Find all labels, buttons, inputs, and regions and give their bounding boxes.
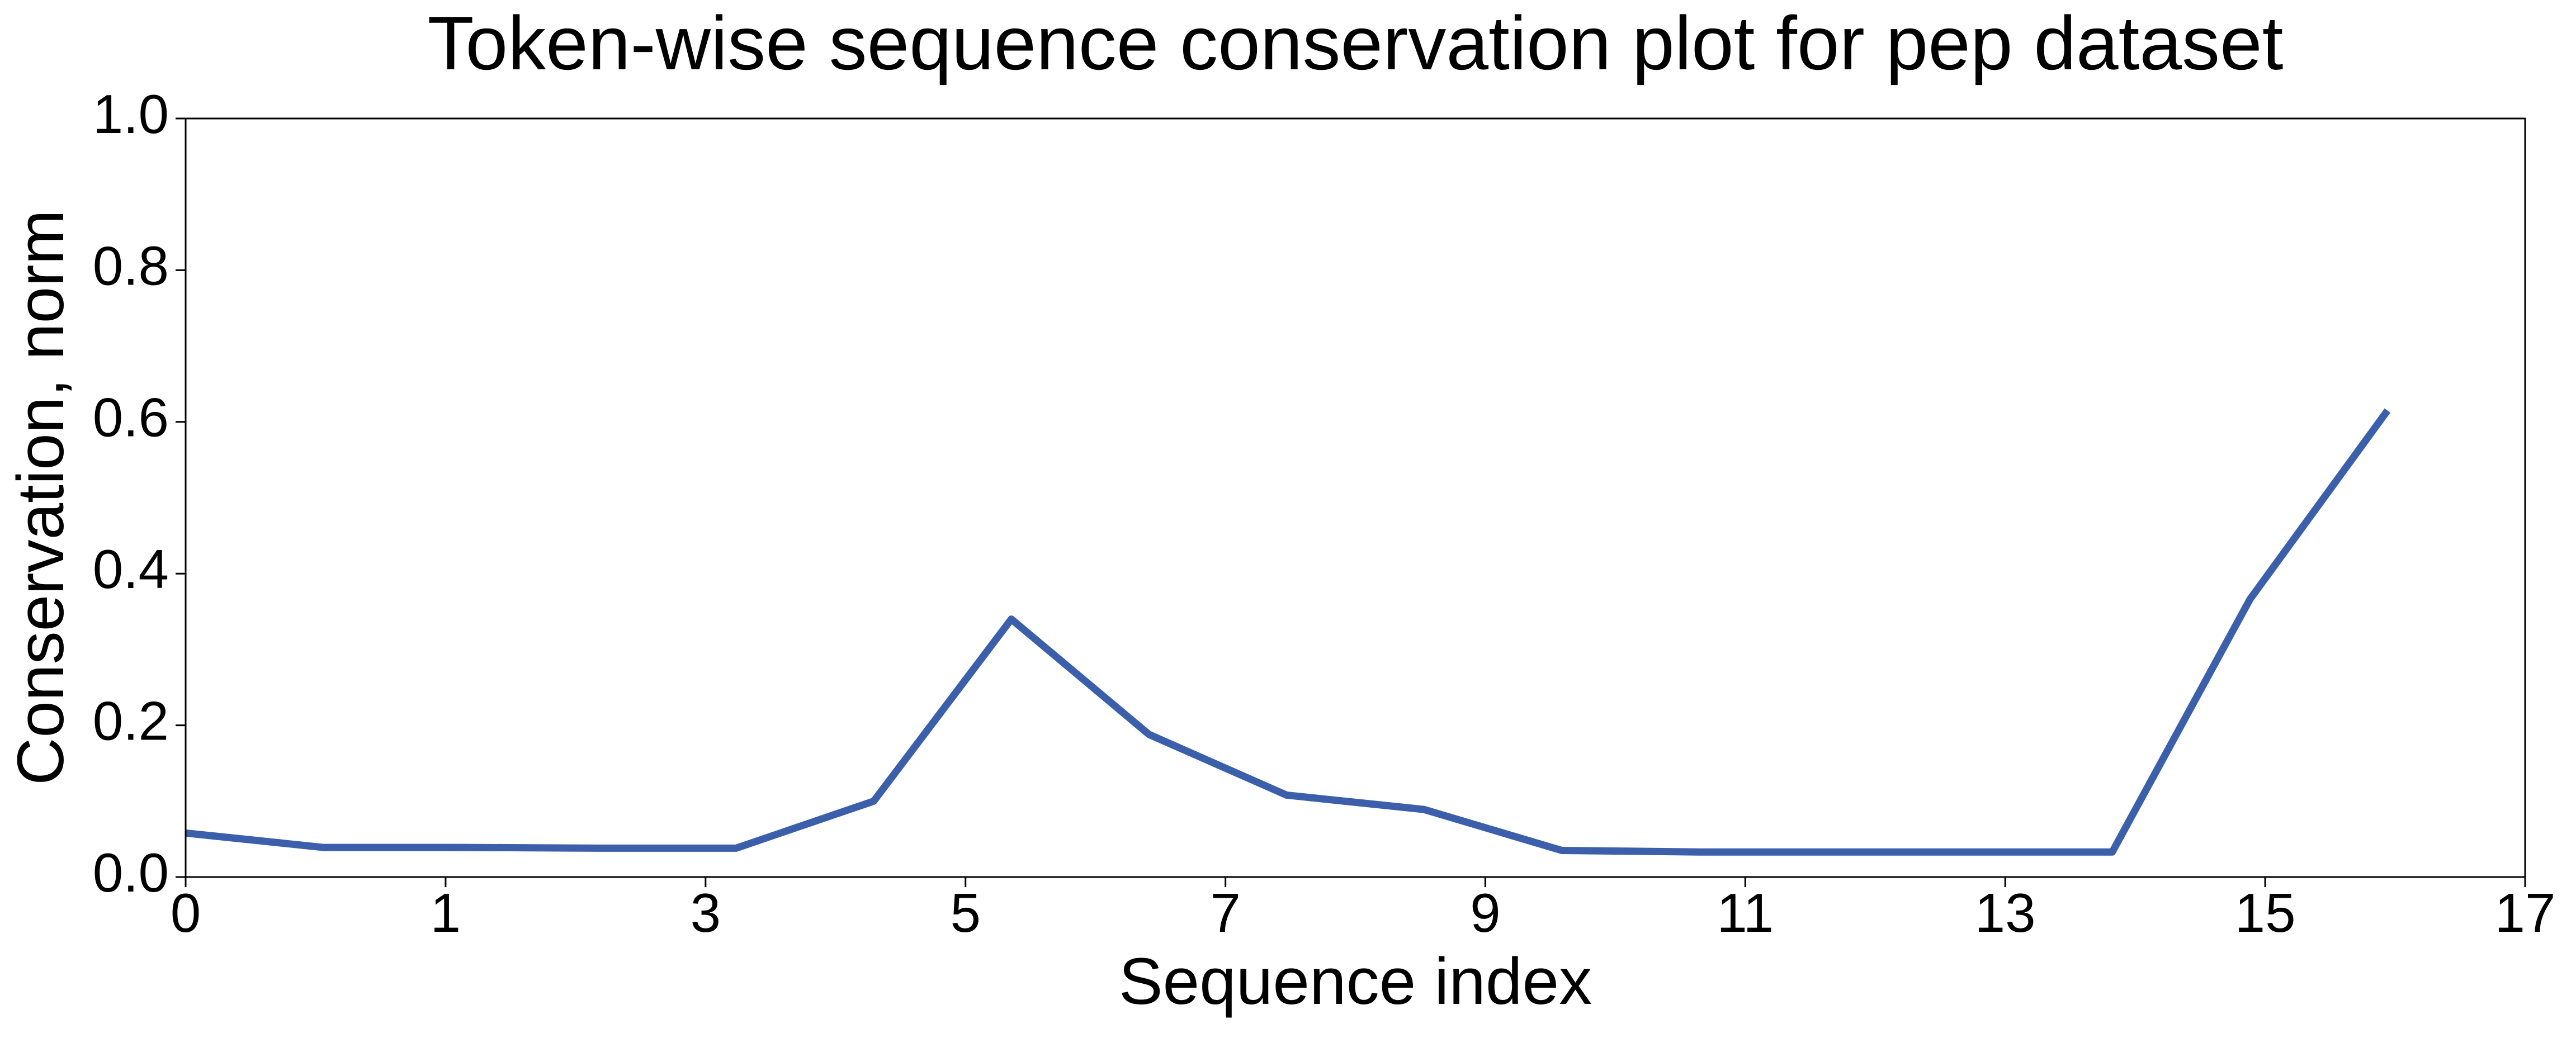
x-tick-label: 17 [2494, 882, 2555, 944]
x-tick-label: 11 [1717, 882, 1774, 944]
y-tick-label: 0.4 [93, 538, 169, 600]
x-tick-label: 13 [1975, 882, 2036, 944]
y-tick-label: 0.8 [93, 235, 169, 296]
y-tick-label: 0.2 [93, 690, 169, 751]
x-tick-label: 15 [2235, 882, 2296, 944]
x-tick-label: 3 [691, 882, 721, 944]
data-line [185, 408, 2391, 856]
x-tick-label: 7 [1210, 882, 1241, 944]
chart-title: Token-wise sequence conservation plot fo… [428, 1, 2284, 86]
y-tick-label: 0.6 [93, 387, 169, 448]
x-tick-label: 0 [171, 882, 201, 944]
x-axis-label: Sequence index [1119, 945, 1592, 1018]
y-tick-label: 0.0 [93, 842, 169, 903]
x-tick-label: 1 [431, 882, 461, 944]
plot-frame [185, 117, 2526, 878]
x-tick-label: 5 [950, 882, 981, 944]
y-axis-label: Conservation, norm [4, 210, 78, 785]
y-tick-label: 1.0 [93, 83, 169, 145]
x-tick-label: 9 [1470, 882, 1501, 944]
